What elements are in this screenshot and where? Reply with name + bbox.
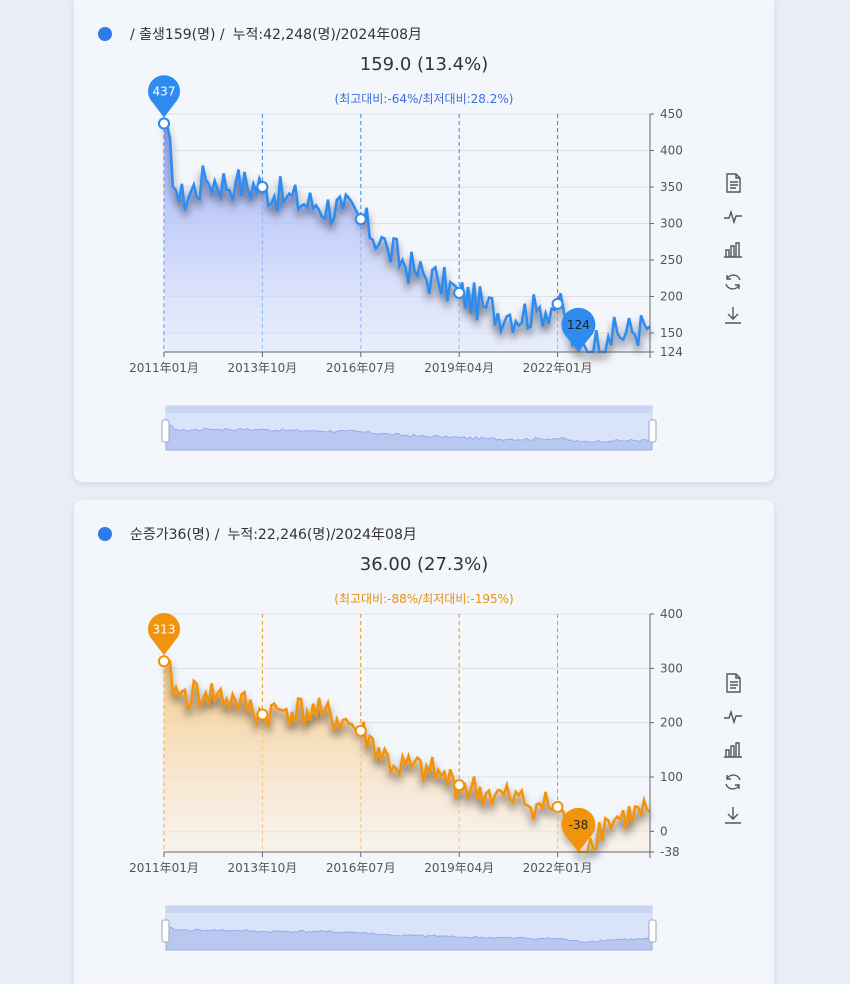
cumulative-label: 누적:42,248(명)/2024年08月 xyxy=(232,27,423,43)
x-tick-label: 2016年07月 xyxy=(326,861,396,875)
compare-text: (최고대비:-88%/최저대비:-195%) xyxy=(334,592,514,606)
y-tick-label: 200 xyxy=(660,290,683,304)
x-tick-label: 2019年04月 xyxy=(424,361,494,375)
svg-text:124: 124 xyxy=(567,318,590,332)
slider-handle-right[interactable] xyxy=(648,919,657,943)
data-point[interactable] xyxy=(256,181,269,194)
y-tick-label: -38 xyxy=(660,845,680,859)
data-zoom-slider[interactable] xyxy=(165,905,653,951)
svg-text:313: 313 xyxy=(153,622,176,636)
x-tick-label: 2011年01月 xyxy=(129,361,199,375)
chart-header: 순증가36(명) / 누적:22,246(명)/2024年08月 xyxy=(98,524,417,544)
data-zoom-slider[interactable] xyxy=(165,405,653,451)
download-icon[interactable] xyxy=(722,804,744,826)
x-tick-label: 2013年10月 xyxy=(227,861,297,875)
net-increase-chart-panel: 순증가36(명) / 누적:22,246(명)/2024年08月 36.00 (… xyxy=(74,500,774,984)
current-value: 36.00 (27.3%) xyxy=(359,554,489,575)
series-area xyxy=(164,661,650,852)
y-tick-label: 150 xyxy=(660,326,683,340)
series-label: / 출생159(명) / xyxy=(130,27,225,43)
x-tick-label: 2011年01月 xyxy=(129,861,199,875)
y-tick-label: 300 xyxy=(660,217,683,231)
chart-header: / 출생159(명) / 누적:42,248(명)/2024年08月 xyxy=(98,24,422,44)
refresh-icon[interactable] xyxy=(722,771,744,793)
y-tick-label: 400 xyxy=(660,607,683,621)
min-pin: 124 xyxy=(561,307,596,352)
births-chart-panel: / 출생159(명) / 누적:42,248(명)/2024年08月 159.0… xyxy=(74,0,774,482)
net-increase-chart[interactable]: 400 300 200 100 0 -38 2011年01月 2013年10月 2016年07月… xyxy=(74,500,774,984)
series-label: 순증가36(명) / xyxy=(130,527,220,543)
max-pin: 313 xyxy=(148,613,180,656)
svg-text:437: 437 xyxy=(153,84,176,98)
data-point[interactable] xyxy=(453,286,466,299)
series-dot-icon xyxy=(98,27,112,41)
data-point[interactable] xyxy=(551,297,564,310)
births-chart[interactable]: 450 400 350 300 250 200 150 124 2011年01月 2013年10月… xyxy=(74,0,774,482)
max-point[interactable] xyxy=(158,655,170,668)
data-point[interactable] xyxy=(354,724,367,737)
series-area xyxy=(164,123,650,352)
y-tick-label: 350 xyxy=(660,180,683,194)
y-tick-label: 450 xyxy=(660,107,683,121)
document-icon[interactable] xyxy=(722,172,744,194)
y-tick-label: 124 xyxy=(660,345,683,359)
x-tick-label: 2019年04月 xyxy=(424,861,494,875)
x-tick-label: 2016年07月 xyxy=(326,361,396,375)
x-tick-label: 2022年01月 xyxy=(523,861,593,875)
y-tick-label: 400 xyxy=(660,144,683,158)
series-dot-icon xyxy=(98,527,112,541)
bar-chart-icon[interactable] xyxy=(722,738,744,760)
max-pin: 437 xyxy=(148,75,180,118)
x-tick-label: 2022年01月 xyxy=(523,361,593,375)
document-icon[interactable] xyxy=(722,672,744,694)
x-tick-label: 2013年10月 xyxy=(227,361,297,375)
y-tick-label: 100 xyxy=(660,770,683,784)
cumulative-label: 누적:22,246(명)/2024年08月 xyxy=(227,527,417,543)
slider-handle-left[interactable] xyxy=(161,419,170,443)
data-point[interactable] xyxy=(453,779,466,792)
min-pin: -38 xyxy=(561,807,596,852)
current-value: 159.0 (13.4%) xyxy=(359,54,489,75)
data-point[interactable] xyxy=(256,708,269,721)
download-icon[interactable] xyxy=(722,304,744,326)
chart-toolbar xyxy=(722,672,746,837)
bar-chart-icon[interactable] xyxy=(722,238,744,260)
compare-text: (최고대비:-64%/최저대비:28.2%) xyxy=(334,92,514,106)
data-point[interactable] xyxy=(551,800,564,813)
y-tick-label: 300 xyxy=(660,661,683,675)
line-chart-icon[interactable] xyxy=(722,705,744,727)
y-tick-label: 250 xyxy=(660,253,683,267)
max-point[interactable] xyxy=(158,117,170,130)
chart-toolbar xyxy=(722,172,746,337)
data-point[interactable] xyxy=(354,213,367,226)
refresh-icon[interactable] xyxy=(722,271,744,293)
y-tick-label: 0 xyxy=(660,824,668,838)
svg-text:-38: -38 xyxy=(569,818,589,832)
slider-handle-right[interactable] xyxy=(648,419,657,443)
y-tick-label: 200 xyxy=(660,716,683,730)
slider-handle-left[interactable] xyxy=(161,919,170,943)
line-chart-icon[interactable] xyxy=(722,205,744,227)
